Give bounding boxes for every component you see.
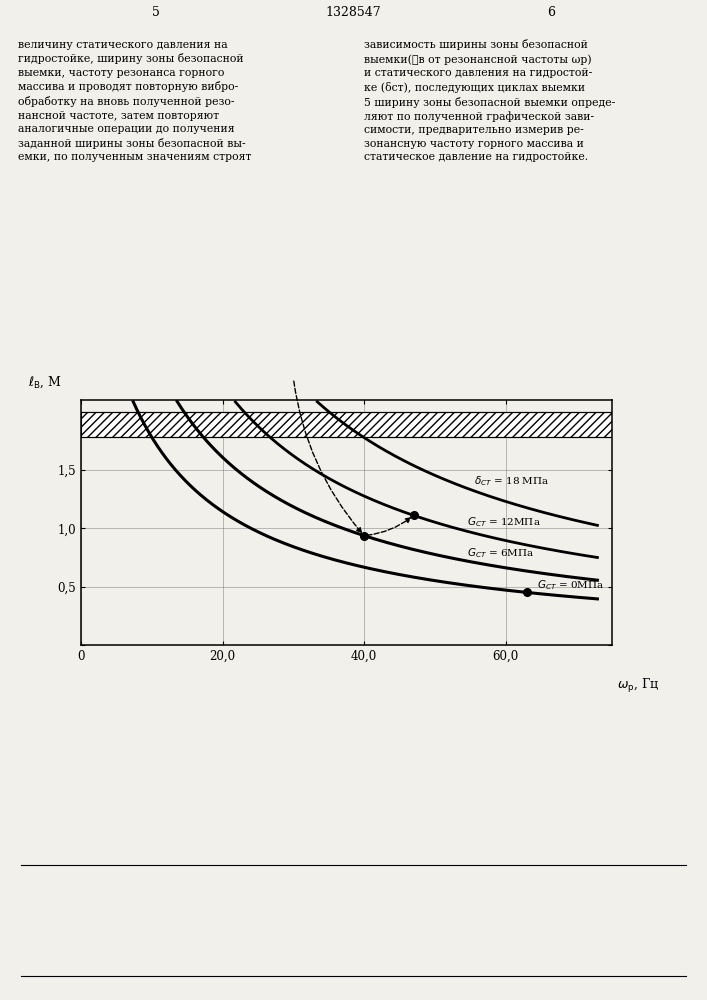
Text: 1328547: 1328547 <box>326 6 381 19</box>
Text: $\omega_{\rm p}$, Гц: $\omega_{\rm p}$, Гц <box>617 677 659 695</box>
Text: $\delta_{CT}$ = 18 МПа: $\delta_{CT}$ = 18 МПа <box>474 474 549 488</box>
Text: 5: 5 <box>151 6 160 19</box>
Text: зависимость ширины зоны безопасной
выемки(ℓв от резонансной частоты ωр)
и статич: зависимость ширины зоны безопасной выемк… <box>364 39 615 162</box>
Text: $G_{CT}$ = 6МПа: $G_{CT}$ = 6МПа <box>467 546 534 560</box>
Text: $G_{CT}$ = 12МПа: $G_{CT}$ = 12МПа <box>467 515 540 529</box>
Text: величину статического давления на
гидростойке, ширину зоны безопасной
выемки, ча: величину статического давления на гидрос… <box>18 39 251 162</box>
Text: $\ell_{\rm B}$, М: $\ell_{\rm B}$, М <box>28 375 62 390</box>
Bar <box>81 412 612 437</box>
Text: 6: 6 <box>547 6 556 19</box>
Text: $G_{CT}$ = 0МПа: $G_{CT}$ = 0МПа <box>537 578 604 592</box>
